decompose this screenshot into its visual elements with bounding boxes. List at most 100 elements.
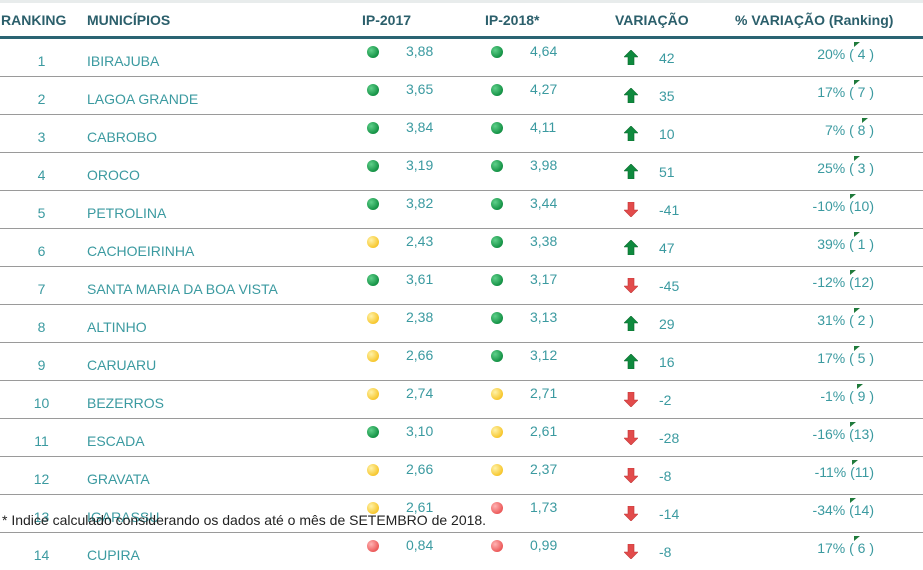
municipio-name[interactable]: CABROBO [87, 129, 157, 145]
municipio-cell[interactable]: SANTA MARIA DA BOA VISTA [83, 267, 359, 305]
municipio-cell[interactable]: ESCADA [83, 419, 359, 457]
status-yellow-dot-icon [367, 236, 379, 248]
status-green-dot-icon [367, 160, 379, 172]
pct-variacao-cell: 17% ( 7 ) [734, 77, 923, 115]
municipio-cell[interactable]: CACHOEIRINHA [83, 229, 359, 267]
municipio-name[interactable]: BEZERROS [87, 395, 164, 411]
municipio-cell[interactable]: BEZERROS [83, 381, 359, 419]
arrow-up-icon [624, 354, 638, 369]
variacao-cell: -28 [608, 419, 734, 457]
status-green-dot-icon [491, 46, 503, 58]
pct-variacao-cell: 25% ( 3 ) [734, 153, 923, 191]
header-variacao[interactable]: VARIAÇÃO [608, 4, 734, 38]
ip-2018-value: 3,13 [530, 309, 557, 325]
table-row-10: 10 BEZERROS 2,74 2,71 -2 -1% ( 9 ) [0, 381, 923, 419]
municipio-cell[interactable]: CUPIRA [83, 533, 359, 570]
pct-variacao-value: -12% (12) [813, 274, 874, 290]
ip-2017-cell: 3,61 [359, 267, 483, 305]
header-ranking[interactable]: RANKING [0, 4, 83, 38]
ip-2018-value: 1,73 [530, 499, 557, 515]
ip-2018-value: 3,44 [530, 195, 557, 211]
rank-cell: 6 [0, 229, 83, 267]
municipio-name[interactable]: OROCO [87, 167, 140, 183]
rank-cell: 11 [0, 419, 83, 457]
rank-cell: 3 [0, 115, 83, 153]
municipio-name[interactable]: GRAVATA [87, 471, 150, 487]
municipio-cell[interactable]: PETROLINA [83, 191, 359, 229]
status-red-dot-icon [367, 540, 379, 552]
municipio-name[interactable]: IBIRAJUBA [87, 53, 159, 69]
header-pct-variacao[interactable]: % VARIAÇÃO (Ranking) [734, 4, 923, 38]
ip-2018-cell: 2,37 [483, 457, 608, 495]
municipio-name[interactable]: CARUARU [87, 357, 156, 373]
municipio-name[interactable]: ESCADA [87, 433, 145, 449]
pct-variacao-cell: -1% ( 9 ) [734, 381, 923, 419]
municipio-name[interactable]: PETROLINA [87, 205, 166, 221]
municipio-name[interactable]: ALTINHO [87, 319, 147, 335]
pct-variacao-value: 39% ( 1 ) [817, 236, 874, 252]
arrow-up-icon [624, 50, 638, 65]
comment-flag-icon [854, 42, 860, 47]
header-ip-2018[interactable]: IP-2018* [483, 4, 608, 38]
comment-flag-icon [854, 308, 860, 313]
status-green-dot-icon [491, 236, 503, 248]
municipio-name[interactable]: CACHOEIRINHA [87, 243, 194, 259]
arrow-down-icon [624, 202, 638, 217]
municipio-cell[interactable]: GRAVATA [83, 457, 359, 495]
comment-flag-icon [852, 460, 858, 465]
table-header-row: RANKING MUNICÍPIOS IP-2017 IP-2018* VARI… [0, 4, 923, 38]
comment-flag-icon [854, 536, 860, 541]
variacao-value: -28 [659, 430, 679, 446]
arrow-up-icon [624, 240, 638, 255]
arrow-up-icon [624, 164, 638, 179]
comment-flag-icon [850, 270, 856, 275]
status-green-dot-icon [367, 84, 379, 96]
rank-value: 6 [38, 243, 46, 259]
pct-variacao-cell: 31% ( 2 ) [734, 305, 923, 343]
rank-value: 1 [38, 53, 46, 69]
rank-cell: 5 [0, 191, 83, 229]
municipio-cell[interactable]: CABROBO [83, 115, 359, 153]
ip-2018-cell: 2,71 [483, 381, 608, 419]
rank-cell: 12 [0, 457, 83, 495]
comment-flag-icon [850, 194, 856, 199]
ip-2017-value: 3,61 [406, 271, 433, 287]
municipio-name[interactable]: LAGOA GRANDE [87, 91, 198, 107]
municipio-cell[interactable]: OROCO [83, 153, 359, 191]
rank-value: 9 [38, 357, 46, 373]
municipio-name[interactable]: SANTA MARIA DA BOA VISTA [87, 281, 278, 297]
comment-flag-icon [854, 80, 860, 85]
top-divider [0, 0, 923, 3]
variacao-value: 29 [659, 316, 675, 332]
status-yellow-dot-icon [367, 464, 379, 476]
variacao-value: -2 [659, 392, 671, 408]
ip-2017-cell: 3,10 [359, 419, 483, 457]
pct-variacao-cell: 17% ( 5 ) [734, 343, 923, 381]
comment-flag-icon [850, 422, 856, 427]
municipio-name[interactable]: CUPIRA [87, 547, 140, 563]
variacao-value: -41 [659, 202, 679, 218]
ip-2018-cell: 1,73 [483, 495, 608, 533]
header-ip-2017[interactable]: IP-2017 [359, 4, 483, 38]
status-green-dot-icon [491, 84, 503, 96]
municipio-cell[interactable]: LAGOA GRANDE [83, 77, 359, 115]
pct-variacao-cell: 20% ( 4 ) [734, 38, 923, 77]
variacao-value: -45 [659, 278, 679, 294]
status-green-dot-icon [367, 122, 379, 134]
table-row-5: 5 PETROLINA 3,82 3,44 -41 -10% (10) [0, 191, 923, 229]
variacao-cell: 47 [608, 229, 734, 267]
municipio-cell[interactable]: ALTINHO [83, 305, 359, 343]
ip-2018-cell: 3,13 [483, 305, 608, 343]
municipio-cell[interactable]: CARUARU [83, 343, 359, 381]
rank-value: 12 [34, 471, 50, 487]
ip-2017-cell: 3,88 [359, 38, 483, 77]
ip-2018-value: 2,61 [530, 423, 557, 439]
municipio-cell[interactable]: IBIRAJUBA [83, 38, 359, 77]
header-municipios[interactable]: MUNICÍPIOS [83, 4, 359, 38]
table-row-6: 6 CACHOEIRINHA 2,43 3,38 47 39% ( 1 ) [0, 229, 923, 267]
rank-cell: 7 [0, 267, 83, 305]
comment-flag-icon [857, 384, 863, 389]
ip-2017-cell: 3,65 [359, 77, 483, 115]
ip-2018-cell: 4,11 [483, 115, 608, 153]
ip-2017-cell: 0,84 [359, 533, 483, 570]
